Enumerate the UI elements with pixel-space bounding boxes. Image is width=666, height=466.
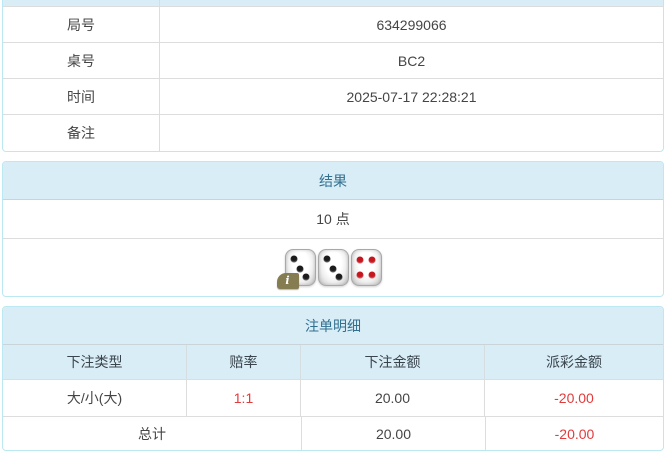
table-id-value: BC2 bbox=[397, 52, 426, 69]
die-pip bbox=[335, 273, 343, 281]
die-pip bbox=[356, 271, 364, 279]
table-row: 备注 bbox=[3, 115, 663, 151]
die-pip bbox=[368, 256, 376, 264]
game-info-table-header-strip bbox=[3, 0, 663, 7]
dice-row: i bbox=[3, 239, 663, 296]
column-header-bet-amount: 下注金额 bbox=[300, 345, 484, 379]
odds-value: 1:1 bbox=[186, 380, 300, 416]
column-header-odds: 赔率 bbox=[186, 345, 300, 379]
table-row: 大/小(大) 1:1 20.00 -20.00 bbox=[3, 380, 663, 417]
column-header-bet-type: 下注类型 bbox=[66, 354, 123, 370]
info-icon[interactable]: i bbox=[276, 273, 299, 289]
table-row: 局号 634299066 bbox=[3, 7, 663, 43]
remark-label: 备注 bbox=[3, 115, 160, 151]
die-pip bbox=[296, 265, 304, 273]
table-id-label: 桌号 bbox=[3, 43, 160, 78]
bet-amount-value: 20.00 bbox=[300, 380, 484, 416]
result-points: 10 点 bbox=[3, 200, 663, 239]
table-row: 桌号 BC2 bbox=[3, 43, 663, 79]
page-container: 局号 634299066 桌号 BC2 时间 2025-07-17 22:28:… bbox=[2, 0, 664, 451]
die-pip bbox=[290, 255, 298, 263]
bet-type-value: 大/小(大) bbox=[66, 390, 123, 406]
total-payout: -20.00 bbox=[485, 417, 663, 450]
die-pip bbox=[356, 256, 364, 264]
bet-details-title: 注单明细 bbox=[3, 307, 663, 345]
die-3-image bbox=[317, 249, 349, 286]
result-panel: 结果 10 点 i bbox=[2, 161, 664, 297]
dice-group: i bbox=[276, 249, 383, 289]
round-id-value: 634299066 bbox=[376, 16, 447, 33]
die-pip bbox=[323, 255, 331, 263]
column-header-payout: 派彩金额 bbox=[484, 345, 663, 379]
table-row: 时间 2025-07-17 22:28:21 bbox=[3, 79, 663, 115]
payout-value: -20.00 bbox=[484, 380, 663, 416]
total-bet-amount: 20.00 bbox=[301, 417, 485, 450]
header-strip-value-cell bbox=[160, 0, 663, 6]
round-id-label: 局号 bbox=[3, 7, 160, 42]
result-panel-title: 结果 bbox=[3, 162, 663, 200]
game-info-table: 局号 634299066 桌号 BC2 时间 2025-07-17 22:28:… bbox=[2, 0, 664, 152]
bet-details-panel: 注单明细 下注类型 赔率 下注金额 派彩金额 大/小(大) 1:1 20.00 … bbox=[2, 306, 664, 451]
die-pip bbox=[302, 273, 310, 281]
remark-value bbox=[160, 115, 663, 151]
die-4-image bbox=[350, 249, 382, 286]
time-value: 2025-07-17 22:28:21 bbox=[346, 88, 477, 105]
total-row: 总计 20.00 -20.00 bbox=[3, 417, 663, 450]
total-label: 总计 bbox=[138, 425, 166, 442]
bet-table-header-row: 下注类型 赔率 下注金额 派彩金额 bbox=[3, 345, 663, 380]
time-label: 时间 bbox=[3, 79, 160, 114]
die-pip bbox=[329, 265, 337, 273]
header-strip-label-cell bbox=[3, 0, 160, 6]
die-pip bbox=[368, 271, 376, 279]
